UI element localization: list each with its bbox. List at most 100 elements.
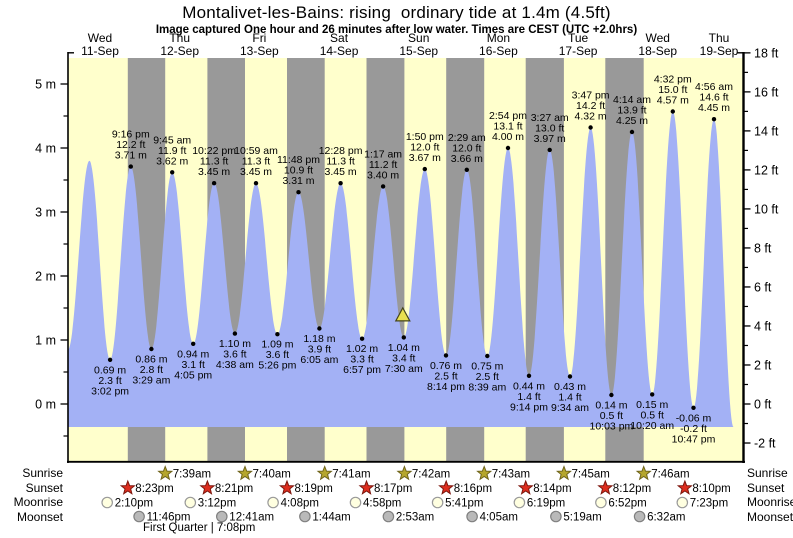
moonrise-time-label: 3:12pm (198, 498, 236, 510)
day-date-label: 15-Sep (399, 44, 438, 58)
high-tide-label: 4:14 am 13.9 ft 4.25 m (613, 94, 651, 127)
tide-label-line: 12.2 ft (116, 139, 145, 151)
tide-label-line: 1:50 pm (406, 131, 444, 143)
sunset-time-label: 8:19pm (295, 483, 333, 495)
low-tide-label: 0.15 m 0.5 ft 10:20 am (630, 399, 674, 432)
high-tide-label: 12:28 pm 11.3 ft 3.45 m (319, 145, 363, 178)
high-tide-label: 4:32 pm 15.0 ft 4.57 m (654, 74, 692, 107)
right-axis-tick-label: -2 ft (754, 437, 776, 451)
moonrise-icon (349, 496, 362, 509)
tide-label-line: 8:14 pm (427, 381, 465, 393)
sunrise-time-label: 7:39am (173, 469, 211, 481)
moonset-time-label: 6:32am (647, 512, 685, 524)
low-tide-label: 0.69 m 2.3 ft 3:02 pm (91, 364, 129, 397)
tide-label-line: 2.8 ft (140, 364, 163, 376)
left-axis-tick-label: 1 m (35, 334, 56, 348)
tide-label-line: 3.67 m (409, 152, 441, 164)
right-axis-tick-label: 0 ft (754, 398, 772, 412)
moonrise-row-label-left: Moonrise (13, 495, 63, 509)
tide-label-line: 3.62 m (156, 155, 188, 167)
moonrise-time-label: 5:41pm (445, 498, 483, 510)
right-axis-tick-label: 4 ft (754, 319, 772, 333)
tide-point-dot (547, 147, 552, 153)
sunset-row-label-left: Sunset (25, 480, 63, 495)
sunset-star-icon (358, 479, 375, 495)
sunrise-star-icon (236, 465, 253, 481)
sunset-star-icon (199, 479, 216, 495)
sunset-time-label: 8:16pm (454, 483, 492, 495)
moonset-time-label: 4:05am (480, 512, 518, 524)
tide-label-line: 0.69 m (94, 364, 126, 376)
day-date-label: 16-Sep (479, 44, 518, 58)
sunrise-star-icon (157, 465, 174, 481)
high-tide-label: 11:48 pm 10.9 ft 3.31 m (277, 154, 320, 187)
high-tide-label: 9:45 am 11.9 ft 3.62 m (153, 134, 191, 167)
right-axis-tick-label: 18 ft (754, 46, 779, 60)
high-tide-label: 10:22 pm 11.3 ft 3.45 m (192, 145, 236, 178)
low-tide-label: 0.43 m 1.4 ft 9:34 am (551, 381, 589, 414)
page-title: Montalivet-les-Bains: rising ordinary ti… (182, 3, 611, 22)
page-subtitle: Image captured One hour and 26 minutes a… (155, 24, 638, 36)
tide-label-line: 4.32 m (575, 111, 607, 123)
tide-label-line: 10:47 pm (672, 433, 716, 445)
tide-point-dot (526, 373, 532, 378)
tide-label-line: 1.04 m (388, 342, 420, 354)
high-tide-label: 10:59 am 11.3 ft 3.45 m (234, 145, 278, 178)
tide-label-line: 1.09 m (261, 339, 293, 351)
tide-point-dot (211, 181, 217, 186)
tide-point-dot (380, 184, 386, 189)
high-tide-label: 9:16 pm 12.2 ft 3.71 m (112, 129, 150, 162)
moonrise-time-label: 4:58pm (363, 498, 401, 510)
tide-point-dot (107, 357, 113, 362)
tide-label-line: 3:02 pm (91, 385, 129, 397)
high-tide-label: 4:56 am 14.6 ft 4.45 m (695, 81, 733, 114)
tide-label-line: 10:59 am (234, 145, 278, 157)
tide-label-line: 1.4 ft (558, 392, 581, 404)
tide-label-line: 4.25 m (616, 115, 648, 127)
tide-label-line: 2.5 ft (476, 371, 499, 383)
sunrise-row-label-right: Sunrise (747, 466, 788, 480)
tide-point-dot (149, 346, 154, 352)
tide-label-line: 10:20 am (630, 420, 674, 432)
tide-label-layer: 0.69 m 2.3 ft 3:02 pm 9:16 pm 12.2 ft 3.71 m 0… (91, 74, 733, 446)
tide-label-line: 1:17 am (364, 148, 402, 160)
tide-label-line: 1.10 m (219, 338, 251, 350)
moonrise-time-label: 7:23pm (690, 498, 728, 510)
moonrise-icon (595, 496, 607, 509)
day-date-label: 18-Sep (638, 44, 677, 58)
tide-label-line: 11.3 ft (200, 156, 228, 168)
sunrise-time-label: 7:45am (572, 469, 610, 481)
sunset-star-icon (278, 479, 295, 495)
tide-label-line: 11.3 ft (326, 156, 354, 168)
tide-point-dot (191, 341, 196, 346)
moonset-time-label: 12:41am (229, 512, 274, 524)
sunset-time-label: 8:21pm (215, 483, 253, 495)
left-axis-tick-label: 4 m (35, 142, 56, 156)
moonset-icon (550, 510, 562, 523)
tide-label-line: -0.06 m (676, 412, 712, 424)
moonset-time-label: 11:46pm (147, 512, 191, 524)
tide-label-line: 4.45 m (698, 102, 730, 114)
tide-label-line: 4.00 m (492, 131, 524, 143)
day-name-label: Thu (169, 31, 190, 45)
high-tide-label: 3:27 am 13.0 ft 3.97 m (531, 112, 569, 145)
tide-label-line: 7:30 am (385, 363, 423, 375)
moonset-icon (133, 510, 145, 523)
tide-label-line: 11.3 ft (242, 156, 270, 168)
tide-label-line: 3.31 m (282, 175, 314, 187)
tide-label-line: 6:05 am (300, 354, 338, 366)
left-axis-tick-label: 3 m (35, 206, 56, 220)
day-name-label: Tue (568, 31, 589, 45)
tide-label-line: 4:05 pm (174, 369, 212, 381)
tide-label-line: 3.1 ft (182, 359, 205, 371)
tide-point-dot (422, 166, 427, 172)
left-axis-tick-label: 0 m (35, 398, 56, 412)
right-axis-tick-label: 16 ft (754, 85, 779, 99)
tide-label-line: 13.0 ft (535, 122, 564, 134)
tide-label-line: 3:27 am (531, 112, 569, 124)
day-label-layer: Wed11-SepThu12-SepFri13-SepSat14-SepSun1… (81, 31, 739, 58)
moonset-icon (466, 510, 478, 523)
tide-label-line: 4.57 m (657, 95, 689, 107)
tide-label-line: 3:47 pm (572, 90, 610, 102)
